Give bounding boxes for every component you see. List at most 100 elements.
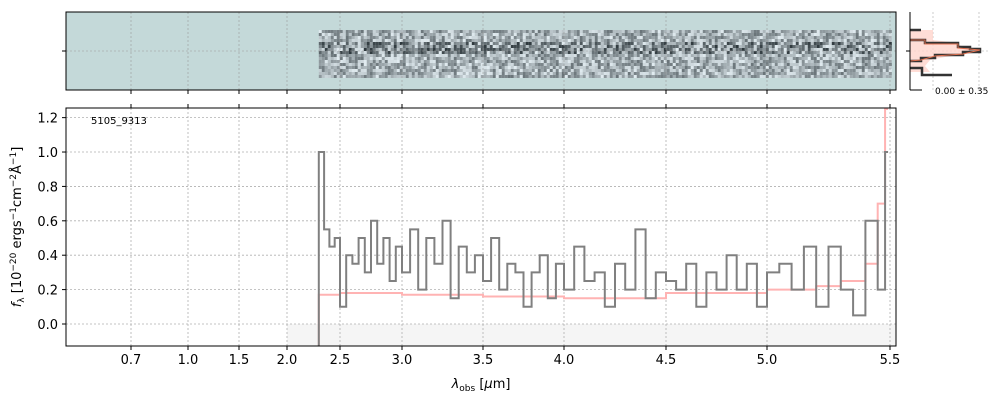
2d-pixel xyxy=(681,51,685,54)
2d-pixel xyxy=(561,33,565,36)
2d-pixel xyxy=(573,51,577,54)
2d-pixel xyxy=(615,45,619,48)
2d-pixel xyxy=(723,45,727,48)
2d-pixel xyxy=(768,66,772,69)
2d-pixel xyxy=(840,72,844,75)
2d-pixel xyxy=(675,30,679,33)
2d-pixel xyxy=(729,39,733,42)
2d-pixel xyxy=(594,45,598,48)
2d-pixel xyxy=(702,30,706,33)
2d-pixel xyxy=(483,75,487,78)
2d-pixel xyxy=(723,42,727,45)
2d-pixel xyxy=(687,60,691,63)
2d-pixel xyxy=(375,63,379,66)
2d-pixel xyxy=(687,51,691,54)
2d-pixel xyxy=(720,30,724,33)
2d-pixel xyxy=(585,39,589,42)
2d-pixel xyxy=(732,63,736,66)
2d-pixel xyxy=(849,60,853,63)
2d-pixel xyxy=(717,63,721,66)
2d-pixel xyxy=(888,57,892,60)
2d-pixel xyxy=(846,42,850,45)
2d-pixel xyxy=(735,63,739,66)
2d-pixel xyxy=(723,63,727,66)
2d-pixel xyxy=(684,48,688,51)
2d-pixel xyxy=(753,39,757,42)
2d-pixel xyxy=(492,33,496,36)
2d-pixel xyxy=(534,36,538,39)
2d-pixel xyxy=(789,30,793,33)
2d-pixel xyxy=(450,33,454,36)
2d-pixel xyxy=(771,51,775,54)
2d-pixel xyxy=(831,33,835,36)
2d-pixel xyxy=(690,54,694,57)
2d-pixel xyxy=(558,33,562,36)
2d-pixel xyxy=(666,51,670,54)
2d-pixel xyxy=(564,36,568,39)
2d-pixel xyxy=(366,45,370,48)
2d-pixel xyxy=(612,30,616,33)
2d-pixel xyxy=(348,42,352,45)
2d-pixel xyxy=(573,48,577,51)
2d-pixel xyxy=(402,54,406,57)
2d-pixel xyxy=(381,69,385,72)
2d-pixel xyxy=(399,66,403,69)
2d-pixel xyxy=(873,42,877,45)
2d-pixel xyxy=(615,33,619,36)
2d-pixel xyxy=(696,51,700,54)
2d-pixel xyxy=(630,33,634,36)
2d-pixel xyxy=(384,69,388,72)
2d-pixel xyxy=(396,54,400,57)
2d-pixel xyxy=(858,66,862,69)
2d-pixel xyxy=(855,63,859,66)
2d-pixel xyxy=(363,51,367,54)
2d-pixel xyxy=(480,51,484,54)
2d-pixel xyxy=(495,75,499,78)
2d-pixel xyxy=(663,57,667,60)
2d-pixel xyxy=(624,63,628,66)
2d-pixel xyxy=(486,54,490,57)
2d-pixel xyxy=(378,51,382,54)
2d-pixel xyxy=(831,54,835,57)
2d-pixel xyxy=(447,39,451,42)
2d-pixel xyxy=(879,75,883,78)
2d-pixel xyxy=(816,48,820,51)
2d-pixel xyxy=(744,57,748,60)
2d-pixel xyxy=(405,33,409,36)
2d-pixel xyxy=(675,75,679,78)
2d-pixel xyxy=(759,66,763,69)
2d-pixel xyxy=(783,45,787,48)
2d-pixel xyxy=(663,75,667,78)
2d-pixel xyxy=(801,60,805,63)
2d-pixel xyxy=(873,66,877,69)
2d-pixel xyxy=(543,42,547,45)
2d-pixel xyxy=(762,63,766,66)
2d-pixel xyxy=(480,54,484,57)
2d-pixel xyxy=(768,30,772,33)
2d-pixel xyxy=(828,39,832,42)
2d-pixel xyxy=(462,57,466,60)
2d-pixel xyxy=(336,48,340,51)
2d-pixel xyxy=(756,63,760,66)
2d-pixel xyxy=(354,72,358,75)
2d-pixel xyxy=(666,36,670,39)
2d-pixel xyxy=(438,33,442,36)
2d-pixel xyxy=(360,33,364,36)
2d-pixel xyxy=(414,75,418,78)
2d-pixel xyxy=(654,36,658,39)
2d-pixel xyxy=(777,51,781,54)
2d-pixel xyxy=(405,66,409,69)
2d-pixel xyxy=(606,57,610,60)
2d-pixel xyxy=(861,66,865,69)
2d-pixel xyxy=(705,48,709,51)
2d-pixel xyxy=(702,69,706,72)
2d-pixel xyxy=(687,75,691,78)
2d-pixel xyxy=(405,54,409,57)
2d-pixel xyxy=(642,36,646,39)
2d-pixel xyxy=(477,54,481,57)
2d-pixel xyxy=(615,75,619,78)
2d-pixel xyxy=(549,51,553,54)
2d-pixel xyxy=(378,48,382,51)
y-tick-label: 0.0 xyxy=(37,318,58,333)
2d-pixel xyxy=(459,45,463,48)
